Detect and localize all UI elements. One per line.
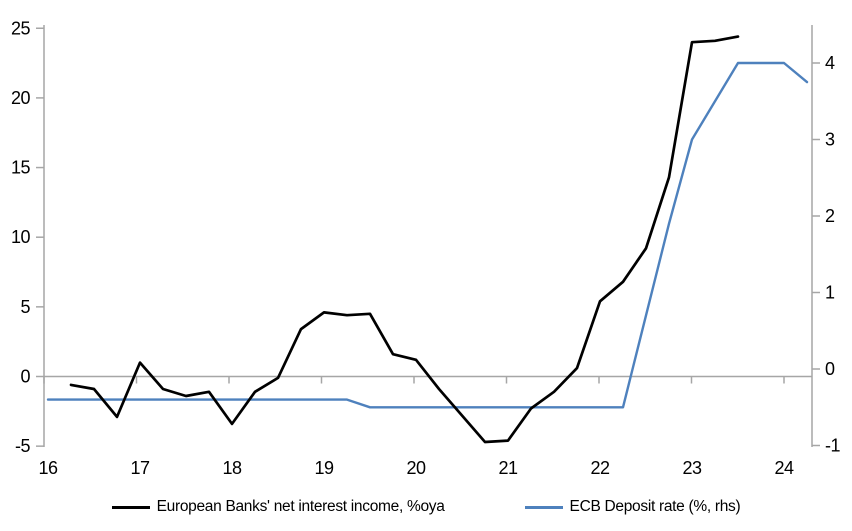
legend-item-ecb: ECB Deposit rate (%, rhs) <box>524 498 741 516</box>
x-axis-tick-label: 24 <box>774 458 794 478</box>
right-axis-tick-label: 1 <box>825 283 835 303</box>
right-axis-tick-label: 0 <box>825 359 835 379</box>
nii-line <box>69 35 740 444</box>
x-axis-tick-label: 19 <box>314 458 334 478</box>
right-axis-tick-label: 2 <box>825 206 835 226</box>
x-axis-tick-label: 23 <box>682 458 702 478</box>
x-axis-tick-label: 21 <box>498 458 518 478</box>
x-axis-tick-label: 20 <box>406 458 426 478</box>
left-axis-tick-label: 15 <box>11 158 31 178</box>
x-axis-tick-label: 18 <box>222 458 242 478</box>
nii-line-swatch <box>111 505 150 509</box>
left-axis-tick-label: 0 <box>20 367 30 387</box>
ecb-line <box>46 61 809 409</box>
left-axis-tick-label: 5 <box>20 297 30 317</box>
left-axis-tick-label: 20 <box>11 88 31 108</box>
left-axis-tick-label: 25 <box>11 18 31 38</box>
right-axis-tick-label: -1 <box>825 436 840 456</box>
right-axis-tick-label: 4 <box>825 53 835 73</box>
ecb-line-swatch <box>524 505 563 509</box>
right-axis-tick-label: 3 <box>825 130 835 150</box>
legend-label-nii: European Banks' net interest income, %oy… <box>156 498 445 515</box>
left-axis-tick-label: 10 <box>11 227 31 247</box>
chart-legend: European Banks' net interest income, %oy… <box>0 492 852 522</box>
x-axis-tick-label: 22 <box>590 458 610 478</box>
legend-item-nii: European Banks' net interest income, %oy… <box>111 498 445 516</box>
legend-label-ecb: ECB Deposit rate (%, rhs) <box>569 498 741 515</box>
x-axis-tick-label: 16 <box>38 458 58 478</box>
x-axis-tick-label: 17 <box>130 458 150 478</box>
left-axis-tick-label: -5 <box>15 436 30 456</box>
